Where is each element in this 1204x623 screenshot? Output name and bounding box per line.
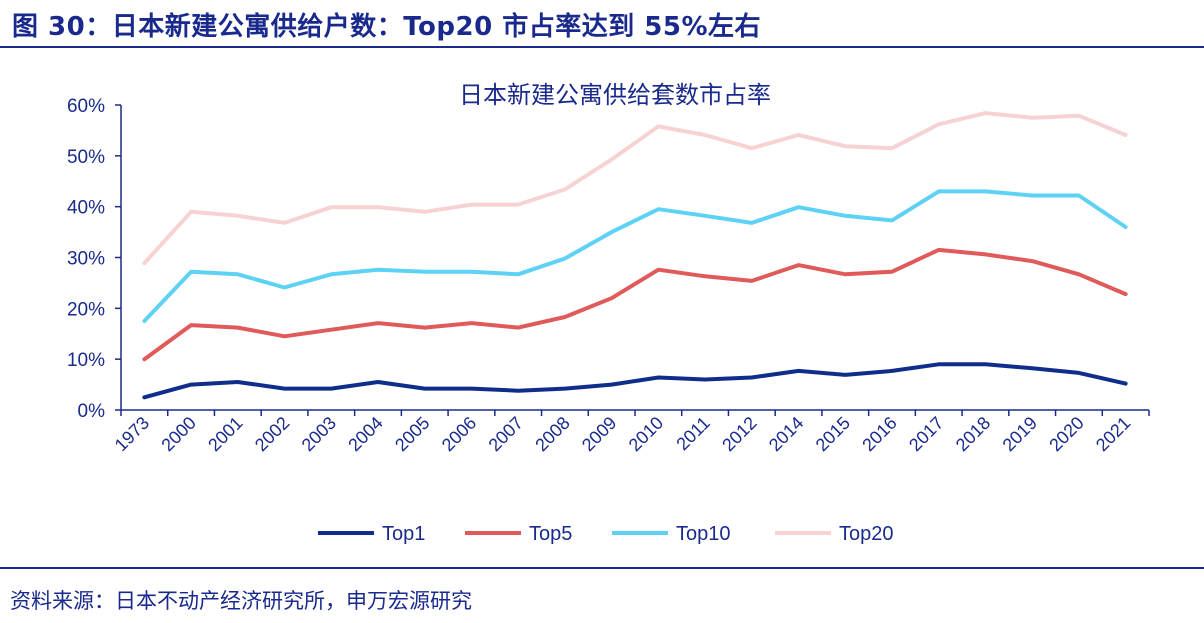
x-tick-label: 2007 bbox=[485, 413, 527, 455]
chart-title: 日本新建公寓供给套数市占率 bbox=[459, 81, 771, 109]
y-tick-label: 60% bbox=[67, 96, 105, 117]
x-tick-label: 2015 bbox=[812, 413, 854, 455]
y-tick-label: 0% bbox=[78, 401, 106, 422]
x-tick-label: 2001 bbox=[204, 413, 246, 455]
x-tick-label: 2014 bbox=[765, 413, 807, 455]
x-tick-label: 2011 bbox=[672, 413, 714, 455]
x-tick-label: 1973 bbox=[111, 413, 153, 455]
x-tick-label: 2010 bbox=[625, 413, 667, 455]
series-line-top1 bbox=[142, 362, 1128, 400]
source-divider bbox=[0, 567, 1204, 569]
x-tick-label: 2017 bbox=[905, 413, 947, 455]
y-tick-label: 50% bbox=[67, 147, 105, 168]
x-tick-label: 2021 bbox=[1092, 413, 1134, 455]
x-tick-label: 2004 bbox=[344, 413, 386, 455]
x-tick-label: 2003 bbox=[298, 413, 340, 455]
x-tick-label: 2002 bbox=[251, 413, 293, 455]
x-tick-label: 2000 bbox=[157, 413, 199, 455]
y-axis-ticks: 0% 10% 20% 30% 40% 50% 60% bbox=[67, 96, 121, 422]
title-divider bbox=[0, 46, 1204, 48]
legend-label-top5: Top5 bbox=[529, 523, 572, 545]
series-line-top20 bbox=[142, 111, 1128, 266]
legend-label-top1: Top1 bbox=[382, 523, 425, 545]
x-tick-label: 2006 bbox=[438, 413, 480, 455]
series-line-top10 bbox=[142, 189, 1128, 323]
y-tick-label: 20% bbox=[67, 299, 105, 320]
x-tick-label: 2018 bbox=[952, 413, 994, 455]
source-note: 资料来源：日本不动产经济研究所，申万宏源研究 bbox=[10, 589, 472, 613]
y-tick-label: 10% bbox=[67, 350, 105, 371]
line-chart: 日本新建公寓供给套数市占率 0%10%20%30%40%50%60% 1973 2… bbox=[67, 81, 1150, 545]
x-tick-label: 2019 bbox=[999, 413, 1041, 455]
x-tick-label: 2016 bbox=[858, 413, 900, 455]
y-tick-label: 40% bbox=[67, 198, 105, 219]
x-tick-label: 2012 bbox=[718, 413, 760, 455]
legend-label-top20: Top20 bbox=[839, 523, 894, 545]
x-tick-label: 2009 bbox=[578, 413, 620, 455]
figure-title: 图 30：日本新建公寓供给户数：Top20 市占率达到 55%左右 bbox=[12, 12, 762, 42]
legend-label-top10: Top10 bbox=[676, 523, 731, 545]
x-tick-label: 2008 bbox=[531, 413, 573, 455]
x-axis-ticks: 1973 2000 2001 2002 2003 2004 2005 2006 2007 2008… bbox=[111, 410, 1150, 455]
y-tick-label: 30% bbox=[67, 249, 105, 270]
series-line-top5 bbox=[142, 247, 1128, 362]
series-lines bbox=[142, 111, 1128, 400]
x-tick-label: 2005 bbox=[391, 413, 433, 455]
x-tick-label: 2020 bbox=[1045, 413, 1087, 455]
legend: Top1 Top5 Top10 Top20 bbox=[318, 523, 894, 545]
